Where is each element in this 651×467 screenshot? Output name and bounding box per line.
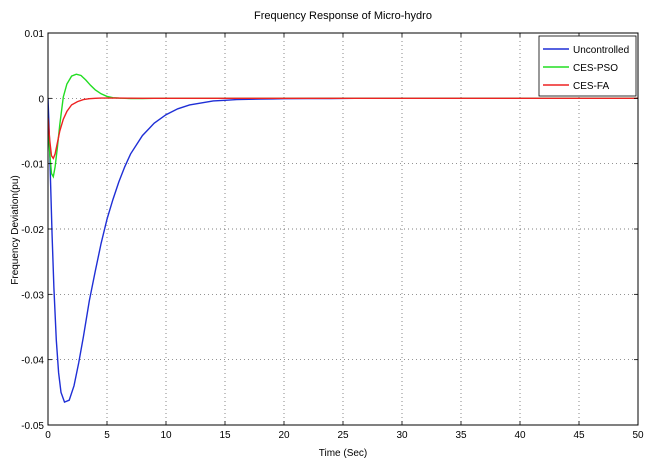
plot-area: 0 5 10 15 20 25 30 35 40 45 50 -0.05 -0.04 -0.03 -0.02…: [21, 29, 644, 441]
y-axis-label: Frequency Deviation(pu): [10, 175, 21, 285]
y-tick-label: -0.04: [21, 356, 44, 367]
y-tick-label: -0.03: [21, 290, 44, 301]
x-tick-label: 35: [455, 430, 467, 441]
legend-label: CES-FA: [573, 81, 609, 92]
x-tick-label: 15: [219, 430, 231, 441]
legend-label: Uncontrolled: [573, 45, 629, 56]
x-tick-label: 45: [573, 430, 585, 441]
x-tick-label: 5: [104, 430, 110, 441]
legend-box: [538, 35, 637, 97]
y-tick-label: -0.05: [21, 421, 44, 432]
y-tick-label: -0.01: [21, 160, 44, 171]
x-tick-label: 10: [160, 430, 172, 441]
y-tick-label: -0.02: [21, 225, 44, 236]
series-line-ces-fa: [48, 97, 638, 160]
x-tick-label: 50: [632, 430, 644, 441]
y-tick-label: 0: [38, 94, 44, 105]
x-tick-label: 20: [278, 430, 290, 441]
y-tick-label: 0.01: [25, 29, 45, 40]
legend: Uncontrolled CES-PSO CES-FA: [538, 35, 637, 97]
x-tick-label: 0: [45, 430, 51, 441]
x-axis-label: Time (Sec): [319, 448, 368, 459]
chart-title: Frequency Response of Micro-hydro: [254, 10, 432, 22]
x-tick-label: 25: [337, 430, 349, 441]
legend-label: CES-PSO: [573, 63, 618, 74]
x-tick-label: 40: [514, 430, 526, 441]
x-tick-label: 30: [396, 430, 408, 441]
